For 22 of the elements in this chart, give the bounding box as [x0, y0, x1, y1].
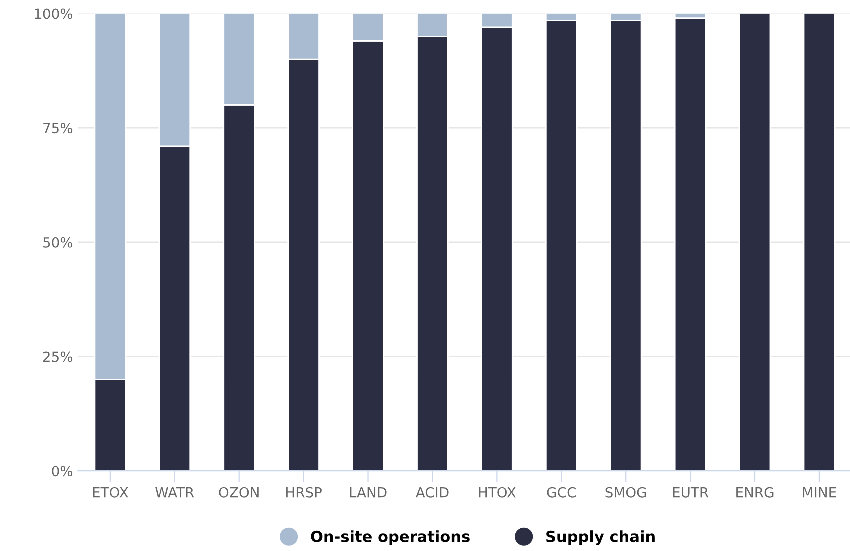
x-tick-label: GCC: [547, 487, 576, 498]
x-tick-label: EUTR: [673, 488, 709, 498]
legend-label: Supply chain: [546, 530, 655, 546]
y-tick-label: 0%: [52, 466, 73, 477]
x-tick-label: ACID: [416, 487, 449, 498]
x-tick-label: LAND: [350, 488, 387, 498]
bar: [738, 14, 772, 472]
x-tick-label: OZON: [219, 487, 259, 498]
y-tick-label: 100%: [35, 8, 73, 20]
bar: [674, 18, 707, 472]
x-tick-label: ENRG: [736, 487, 774, 498]
x-tick-label: SMOG: [606, 487, 646, 498]
x-tick-label: HTOX: [479, 487, 516, 498]
y-tick-label: 75%: [44, 123, 73, 134]
y-tick-label: 25%: [43, 352, 73, 362]
x-tick-label: MINE: [803, 488, 836, 498]
x-tick-label: WATR: [156, 488, 194, 498]
x-tick-label: HRSP: [286, 487, 322, 498]
bar: [803, 14, 836, 472]
y-tick-label: 50%: [44, 237, 73, 248]
legend-label: On-site operations: [311, 530, 470, 546]
x-tick-label: ETOX: [93, 487, 128, 498]
